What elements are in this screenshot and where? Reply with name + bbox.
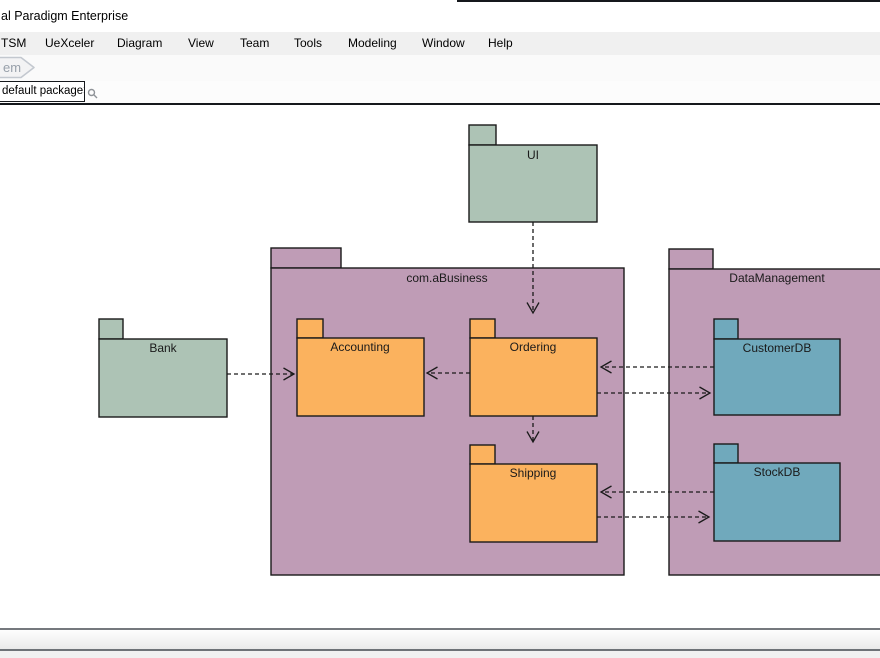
- magnifier-icon[interactable]: [87, 88, 99, 100]
- menu-item-diagram[interactable]: Diagram: [117, 36, 163, 50]
- package-ordering-tab[interactable]: [469, 318, 496, 339]
- menu-item-team[interactable]: Team: [240, 36, 270, 50]
- package-bank-label: Bank: [149, 341, 177, 355]
- menu-item-window[interactable]: Window: [422, 36, 465, 50]
- package-ui-tab[interactable]: [468, 124, 497, 146]
- status-bar-surface: [0, 630, 880, 649]
- package-customerdb-tab[interactable]: [713, 318, 739, 340]
- canvas-top-border: [0, 103, 880, 105]
- package-ordering-body[interactable]: [469, 337, 598, 417]
- package-accounting-label: Accounting: [330, 340, 389, 354]
- menu-item-tools[interactable]: Tools: [294, 36, 323, 50]
- window-title: al Paradigm Enterprise: [1, 9, 129, 23]
- package-stockdb[interactable]: StockDB: [713, 443, 841, 542]
- status-bar-bottom-line: [0, 649, 880, 651]
- menu-item-view[interactable]: View: [188, 36, 214, 50]
- menu-item-modeling[interactable]: Modeling: [348, 36, 397, 50]
- package-shipping-label: Shipping: [510, 466, 557, 480]
- package-shipping-tab[interactable]: [469, 444, 496, 465]
- package-accounting-tab[interactable]: [296, 318, 324, 339]
- package-datamanagement-tab[interactable]: [668, 248, 714, 270]
- package-shipping[interactable]: Shipping: [469, 444, 598, 543]
- breadcrumb-chevron-shape[interactable]: [0, 56, 35, 79]
- tab-default-package[interactable]: default package>: [0, 81, 85, 102]
- menu-item-help[interactable]: Help: [488, 36, 513, 50]
- uml-package-diagram: com.aBusiness DataManagement UI Bank Acc…: [98, 124, 880, 576]
- title-bar: al Paradigm Enterprise: [0, 0, 880, 32]
- package-stockdb-body[interactable]: [713, 462, 841, 542]
- package-customerdb[interactable]: CustomerDB: [713, 318, 841, 416]
- status-bar-top-line: [0, 628, 880, 630]
- package-accounting-body[interactable]: [296, 337, 425, 417]
- package-shipping-body[interactable]: [469, 463, 598, 543]
- package-customerdb-label: CustomerDB: [743, 341, 812, 355]
- package-stockdb-label: StockDB: [754, 465, 801, 479]
- breadcrumb-bar: em: [0, 55, 880, 81]
- package-bank-tab[interactable]: [98, 318, 124, 340]
- package-accounting[interactable]: Accounting: [296, 318, 425, 417]
- window-top-border: [457, 0, 880, 2]
- package-datamanagement-label: DataManagement: [729, 271, 825, 285]
- package-customerdb-body[interactable]: [713, 338, 841, 416]
- menu-item-tsm[interactable]: TSM: [1, 36, 27, 50]
- package-bank[interactable]: Bank: [98, 318, 228, 418]
- package-com-abusiness-label: com.aBusiness: [406, 271, 487, 285]
- status-bar: [0, 628, 880, 658]
- breadcrumb[interactable]: em: [0, 56, 44, 80]
- breadcrumb-label: em: [3, 60, 21, 75]
- package-bank-body[interactable]: [98, 338, 228, 418]
- package-ui-label: UI: [527, 148, 539, 162]
- package-stockdb-tab[interactable]: [713, 443, 739, 464]
- menu-item-uexceler[interactable]: UeXceler: [45, 36, 95, 50]
- package-ui[interactable]: UI: [468, 124, 598, 223]
- package-com-abusiness-tab[interactable]: [270, 247, 342, 269]
- menu-bar: TSM UeXceler Diagram View Team Tools Mod…: [0, 32, 880, 55]
- diagram-tab-bar: default package>: [0, 81, 880, 103]
- diagram-canvas: com.aBusiness DataManagement UI Bank Acc…: [0, 105, 880, 628]
- package-ordering[interactable]: Ordering: [469, 318, 598, 417]
- package-ordering-label: Ordering: [510, 340, 557, 354]
